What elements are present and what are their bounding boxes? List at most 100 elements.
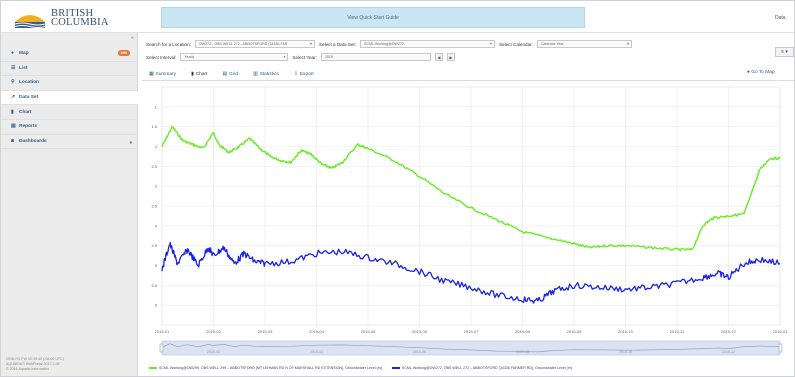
sidebar-item-label: Map: [19, 51, 29, 57]
tab-export[interactable]: ⇩ Export: [294, 70, 314, 79]
map-count-badge: 999: [117, 50, 130, 56]
x-tick-label: 2015-12: [721, 329, 736, 334]
legend-label: SCML.Working@OW272, OBS WELL 272 – ABBOT…: [401, 366, 572, 370]
chevron-down-icon: ▾: [627, 42, 629, 46]
location-value: OW272 - OBS WELL 272 - ABBOTSFORD (34336…: [198, 42, 288, 46]
chevron-down-icon: ▾: [490, 42, 492, 46]
collapse-sidebar-icon[interactable]: «: [131, 35, 134, 41]
footer-line: © 2016 Aquatic Informatics: [6, 367, 50, 372]
sidebar: « ● Map 999 ☰ List ⚲ Location ↗ Data Set…: [1, 33, 138, 376]
data-link[interactable]: Data: [775, 15, 786, 21]
grid-icon: ▤: [222, 72, 227, 77]
list-icon: ☰: [11, 64, 16, 71]
x-tick-label: 2015-10: [618, 329, 633, 334]
tab-chart[interactable]: ▮ Chart: [191, 70, 207, 79]
x-tick-label: 2015-07: [464, 329, 479, 334]
x-tick-label: 2015-08: [515, 329, 530, 334]
chart-legend: SCML.Working@OW299, OBS WELL 299 – ABBOT…: [149, 364, 572, 372]
go-to-map-label: Go To Map: [751, 70, 775, 75]
y-tick-label: 2.5: [151, 164, 157, 169]
export-icon: ⇩: [293, 72, 298, 77]
calendar-select[interactable]: Calendar Year ▾: [536, 40, 632, 48]
y-tick-label: 2: [155, 144, 158, 149]
series-line-ow299: [161, 126, 781, 252]
tab-divider: [142, 80, 794, 81]
y-tick-label: 4.5: [151, 243, 157, 248]
groundwater-chart[interactable]: 1 1.5 2 2.5 3 3.5 4 4.5 5 5.5 6 2015-01 2015-02 2015-…: [142, 81, 794, 364]
statistics-icon: ▥: [253, 72, 258, 77]
x-tick-label: 2015-02: [206, 329, 221, 334]
globe-icon: ●: [11, 50, 15, 57]
y-tick-label: 3: [155, 184, 158, 189]
table-icon: ▦: [149, 72, 154, 77]
footer-line: 2016-FG-FW 15:39:42 (-08:00 UTC): [6, 357, 64, 361]
x-tick-label: 2015-05: [361, 329, 376, 334]
x-tick-label: 2015-11: [670, 329, 685, 334]
legend-item-ow299[interactable]: SCML.Working@OW299, OBS WELL 299 – ABBOT…: [149, 366, 382, 370]
sidebar-item-data-set[interactable]: ↗ Data Set: [1, 90, 138, 106]
filter-row-2: Select Interval: Yearly ▾ Select Year: 2…: [146, 52, 455, 62]
x-tick-label: 2015-03: [258, 329, 273, 334]
sidebar-item-label: Dashboards: [19, 138, 47, 144]
tab-grid[interactable]: ▤ Grid: [222, 70, 238, 79]
navigator-handle-right: [778, 343, 783, 353]
sidebar-item-location[interactable]: ⚲ Location: [1, 76, 138, 91]
sidebar-item-label: Data Set: [19, 95, 39, 101]
year-input[interactable]: 2015: [320, 53, 431, 61]
bar-chart-icon: ▮: [11, 108, 14, 115]
chevron-down-icon: ▾: [310, 42, 312, 46]
legend-item-ow272[interactable]: SCML.Working@OW272, OBS WELL 272 – ABBOT…: [391, 366, 572, 370]
location-label: Search for a Location:: [146, 41, 191, 47]
legend-swatch: [149, 367, 157, 369]
y-tick-label: 3.5: [151, 204, 157, 209]
sidebar-footer: 2016-FG-FW 15:39:42 (-08:00 UTC) AQUARIU…: [6, 357, 134, 373]
y-tick-label: 6: [155, 303, 158, 308]
sidebar-item-label: Reports: [19, 124, 38, 130]
interval-select[interactable]: Yearly ▾: [180, 53, 289, 61]
navigator-tick-label: 2015-08: [516, 350, 529, 354]
bar-chart-icon: ▮: [191, 72, 194, 77]
tab-label: Statistics: [259, 72, 279, 77]
previous-year-button[interactable]: ◀: [434, 53, 443, 61]
logo-text: BRITISH COLUMBIA: [51, 7, 109, 28]
dashboard-icon: ◙: [11, 137, 15, 144]
filter-row-1: Search for a Location: OW272 - OBS WELL …: [146, 39, 632, 49]
tab-label: Export: [299, 72, 314, 77]
interval-label: Select Interval:: [146, 54, 177, 60]
sidebar-item-list[interactable]: ☰ List: [1, 62, 138, 77]
sidebar-nav: ● Map 999 ☰ List ⚲ Location ↗ Data Set ▮…: [1, 47, 138, 150]
x-tick-label: 2015-09: [567, 329, 582, 334]
navigator-tick-label: 2015-12: [722, 350, 735, 354]
tab-summary[interactable]: ▦ Summary: [149, 70, 176, 79]
next-year-button[interactable]: ▶: [446, 53, 455, 61]
dataset-select[interactable]: SCML.Working@OW272 ▾: [359, 40, 495, 48]
navigator-range: [161, 340, 781, 356]
x-tick-label: 2015-06: [412, 329, 427, 334]
y-tick-label: 1.5: [151, 124, 157, 129]
logo-line-2: COLUMBIA: [51, 16, 109, 28]
line-chart-icon: ↗: [11, 94, 16, 101]
legend-label: SCML.Working@OW299, OBS WELL 299 – ABBOT…: [159, 366, 382, 370]
year-value: 2015: [324, 55, 333, 59]
year-label: Select Year:: [292, 54, 317, 60]
dataset-value: SCML.Working@OW272: [363, 42, 404, 46]
globe-icon: ●: [747, 70, 750, 75]
location-select[interactable]: OW272 - OBS WELL 272 - ABBOTSFORD (34336…: [194, 40, 315, 48]
hamburger-icon: ≡ ▾: [781, 49, 788, 55]
sidebar-item-map[interactable]: ● Map 999: [1, 47, 138, 62]
navigator-tick-label: 2015-04: [310, 350, 323, 354]
menu-button[interactable]: ≡ ▾: [775, 47, 794, 57]
calendar-label: Select Calendar:: [498, 41, 533, 47]
tab-statistics[interactable]: ▥ Statistics: [253, 70, 279, 79]
y-tick-label: 5: [155, 263, 158, 268]
sidebar-item-dashboards[interactable]: ◙ Dashboards ▾: [1, 135, 138, 150]
go-to-map-link[interactable]: ● Go To Map: [747, 70, 775, 75]
bc-logo[interactable]: BRITISH COLUMBIA: [13, 4, 123, 31]
sidebar-item-reports[interactable]: ▤ Reports: [1, 120, 138, 135]
dataset-label: Select a Data Set:: [318, 41, 356, 47]
quick-start-banner[interactable]: View Quick Start Guide: [161, 7, 585, 28]
sidebar-item-label: Chart: [19, 109, 32, 115]
logo-line-1: BRITISH: [51, 7, 94, 19]
sidebar-item-chart[interactable]: ▮ Chart: [1, 105, 138, 120]
